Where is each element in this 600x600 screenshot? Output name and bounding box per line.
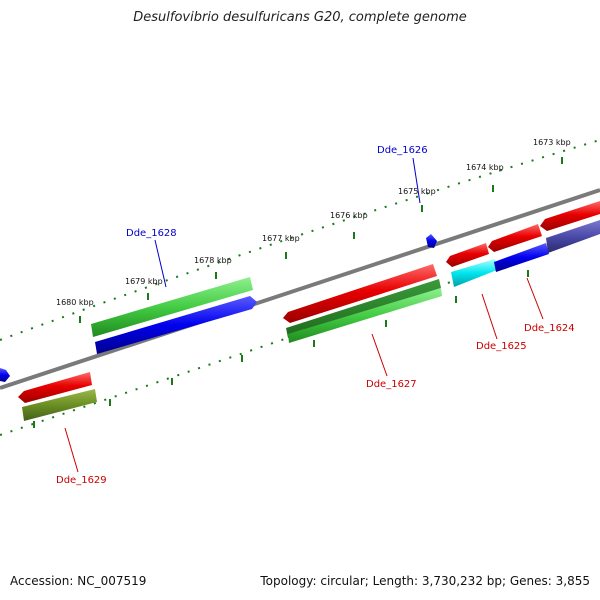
upper-ruler <box>0 139 600 341</box>
ruler-label: 1676 kbp <box>330 211 368 220</box>
gene-label-dde-1625[interactable]: Dde_1625 <box>476 341 527 352</box>
gene-dde-1628-blue[interactable] <box>95 296 257 354</box>
lower-ruler <box>0 229 600 436</box>
gene-dde-1626-marker[interactable] <box>426 234 437 248</box>
upper-ruler-ticks <box>79 157 563 323</box>
gene-dde-1629-red[interactable] <box>18 372 92 403</box>
gene-label-dde-1626[interactable]: Dde_1626 <box>377 145 428 156</box>
ruler-label: 1677 kbp <box>262 234 300 243</box>
ruler-label: 1678 kbp <box>194 256 232 265</box>
gene-dde-1628-green[interactable] <box>91 277 253 337</box>
gene-dde-1625-cyan[interactable] <box>451 259 497 287</box>
label-leader-lines <box>64 157 544 473</box>
ruler-label: 1674 kbp <box>466 163 504 172</box>
gene-labels: Dde_1626 Dde_1628 Dde_1627 Dde_1625 Dde_… <box>56 145 575 486</box>
genome-backbone <box>0 188 600 390</box>
genome-summary-text: Topology: circular; Length: 3,730,232 bp… <box>260 574 590 588</box>
gene-dde-1624-slate[interactable] <box>546 220 600 253</box>
gene-dde-1624-blue[interactable] <box>494 243 549 272</box>
lower-ruler-ticks <box>33 270 529 428</box>
ruler-labels: 1673 kbp 1674 kbp 1675 kbp 1676 kbp 1677… <box>56 138 571 307</box>
ruler-label: 1675 kbp <box>398 187 436 196</box>
accession-text: Accession: NC_007519 <box>10 574 147 588</box>
gene-dde-1627-red[interactable] <box>283 264 437 323</box>
gene-label-dde-1629[interactable]: Dde_1629 <box>56 475 107 486</box>
gene-dde-1624-red-b[interactable] <box>540 201 600 231</box>
page-title: Desulfovibrio desulfuricans G20, complet… <box>133 10 467 25</box>
gene-label-dde-1624[interactable]: Dde_1624 <box>524 323 575 334</box>
gene-label-dde-1627[interactable]: Dde_1627 <box>366 379 417 390</box>
gene-label-dde-1628[interactable]: Dde_1628 <box>126 228 177 239</box>
gene-dde-1625-red[interactable] <box>446 243 489 267</box>
gene-fragment-left[interactable] <box>0 368 10 382</box>
ruler-label: 1680 kbp <box>56 298 94 307</box>
gene-dde-1629-olive[interactable] <box>22 389 97 421</box>
gene-dde-1624-red-a[interactable] <box>488 224 542 252</box>
ruler-label: 1673 kbp <box>533 138 571 147</box>
gene-dde-1627-green[interactable] <box>288 288 442 343</box>
ruler-label: 1679 kbp <box>125 277 163 286</box>
